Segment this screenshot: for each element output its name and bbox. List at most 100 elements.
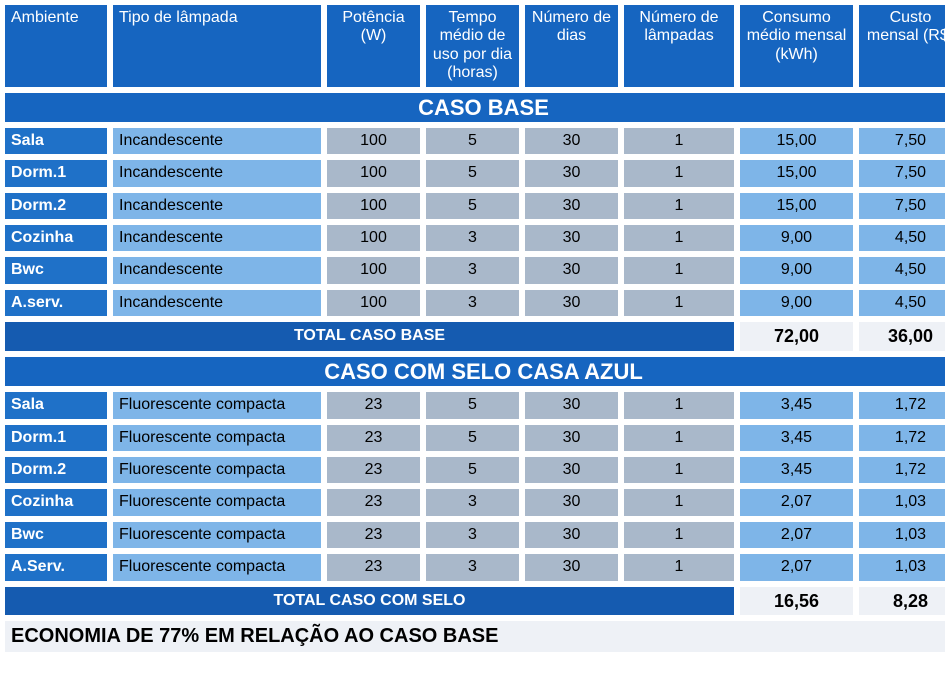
table-row: Dorm.1Incandescente100530115,007,50 [4,159,945,187]
col-tipo: Tipo de lâmpada [112,4,322,88]
lampadas-cell: 1 [623,424,735,452]
dias-cell: 30 [524,456,619,484]
lampadas-cell: 1 [623,256,735,284]
custo-cell: 1,72 [858,456,945,484]
room-cell: Dorm.1 [4,159,108,187]
consumo-cell: 9,00 [739,256,854,284]
type-cell: Incandescente [112,127,322,155]
dias-cell: 30 [524,391,619,419]
lampadas-cell: 1 [623,192,735,220]
type-cell: Fluorescente compacta [112,424,322,452]
type-cell: Fluorescente compacta [112,391,322,419]
col-potencia: Potência (W) [326,4,421,88]
custo-cell: 4,50 [858,224,945,252]
potencia-cell: 100 [326,127,421,155]
tempo-cell: 3 [425,256,520,284]
total-row: TOTAL CASO BASE72,0036,00 [4,321,945,352]
room-cell: Dorm.1 [4,424,108,452]
section-title: CASO COM SELO CASA AZUL [4,356,945,387]
total-consumo: 16,56 [739,586,854,617]
total-custo: 8,28 [858,586,945,617]
consumo-cell: 9,00 [739,289,854,317]
lampadas-cell: 1 [623,289,735,317]
col-lampadas: Número de lâmpadas [623,4,735,88]
room-cell: Bwc [4,521,108,549]
total-label: TOTAL CASO COM SELO [4,586,735,617]
tempo-cell: 5 [425,424,520,452]
consumo-cell: 3,45 [739,424,854,452]
lampadas-cell: 1 [623,127,735,155]
col-custo: Custo mensal (R$) [858,4,945,88]
type-cell: Fluorescente compacta [112,456,322,484]
lampadas-cell: 1 [623,553,735,581]
potencia-cell: 100 [326,192,421,220]
table-row: BwcFluorescente compacta2333012,071,03 [4,521,945,549]
lampadas-cell: 1 [623,488,735,516]
dias-cell: 30 [524,224,619,252]
tempo-cell: 5 [425,127,520,155]
lampadas-cell: 1 [623,224,735,252]
consumo-cell: 9,00 [739,224,854,252]
dias-cell: 30 [524,192,619,220]
consumo-cell: 2,07 [739,553,854,581]
lampadas-cell: 1 [623,456,735,484]
custo-cell: 1,03 [858,521,945,549]
section-header: CASO COM SELO CASA AZUL [4,356,945,387]
tempo-cell: 3 [425,521,520,549]
table-row: A.serv.Incandescente10033019,004,50 [4,289,945,317]
type-cell: Fluorescente compacta [112,521,322,549]
potencia-cell: 100 [326,159,421,187]
col-consumo: Consumo médio mensal (kWh) [739,4,854,88]
table-body: CASO BASESalaIncandescente100530115,007,… [4,92,945,654]
section-title: CASO BASE [4,92,945,123]
total-label: TOTAL CASO BASE [4,321,735,352]
col-tempo: Tempo médio de uso por dia (horas) [425,4,520,88]
dias-cell: 30 [524,159,619,187]
tempo-cell: 3 [425,224,520,252]
custo-cell: 7,50 [858,192,945,220]
dias-cell: 30 [524,127,619,155]
potencia-cell: 23 [326,553,421,581]
custo-cell: 4,50 [858,289,945,317]
potencia-cell: 23 [326,521,421,549]
table-row: SalaIncandescente100530115,007,50 [4,127,945,155]
type-cell: Fluorescente compacta [112,488,322,516]
type-cell: Incandescente [112,256,322,284]
col-ambiente: Ambiente [4,4,108,88]
table-row: Dorm.1Fluorescente compacta2353013,451,7… [4,424,945,452]
total-consumo: 72,00 [739,321,854,352]
table-row: SalaFluorescente compacta2353013,451,72 [4,391,945,419]
custo-cell: 1,03 [858,488,945,516]
custo-cell: 1,72 [858,424,945,452]
room-cell: Bwc [4,256,108,284]
type-cell: Incandescente [112,192,322,220]
potencia-cell: 23 [326,488,421,516]
dias-cell: 30 [524,521,619,549]
consumo-cell: 15,00 [739,192,854,220]
room-cell: Cozinha [4,224,108,252]
tempo-cell: 3 [425,488,520,516]
room-cell: Dorm.2 [4,192,108,220]
potencia-cell: 23 [326,424,421,452]
custo-cell: 1,03 [858,553,945,581]
col-dias: Número de dias [524,4,619,88]
lampadas-cell: 1 [623,521,735,549]
energy-comparison-table: Ambiente Tipo de lâmpada Potência (W) Te… [0,0,945,657]
room-cell: A.serv. [4,289,108,317]
tempo-cell: 5 [425,192,520,220]
table-row: Dorm.2Fluorescente compacta2353013,451,7… [4,456,945,484]
room-cell: Sala [4,391,108,419]
section-header: CASO BASE [4,92,945,123]
room-cell: Dorm.2 [4,456,108,484]
dias-cell: 30 [524,553,619,581]
type-cell: Incandescente [112,159,322,187]
tempo-cell: 5 [425,456,520,484]
dias-cell: 30 [524,289,619,317]
total-row: TOTAL CASO COM SELO16,568,28 [4,586,945,617]
tempo-cell: 3 [425,289,520,317]
room-cell: Cozinha [4,488,108,516]
table-row: CozinhaFluorescente compacta2333012,071,… [4,488,945,516]
table-row: Dorm.2Incandescente100530115,007,50 [4,192,945,220]
potencia-cell: 100 [326,256,421,284]
custo-cell: 1,72 [858,391,945,419]
